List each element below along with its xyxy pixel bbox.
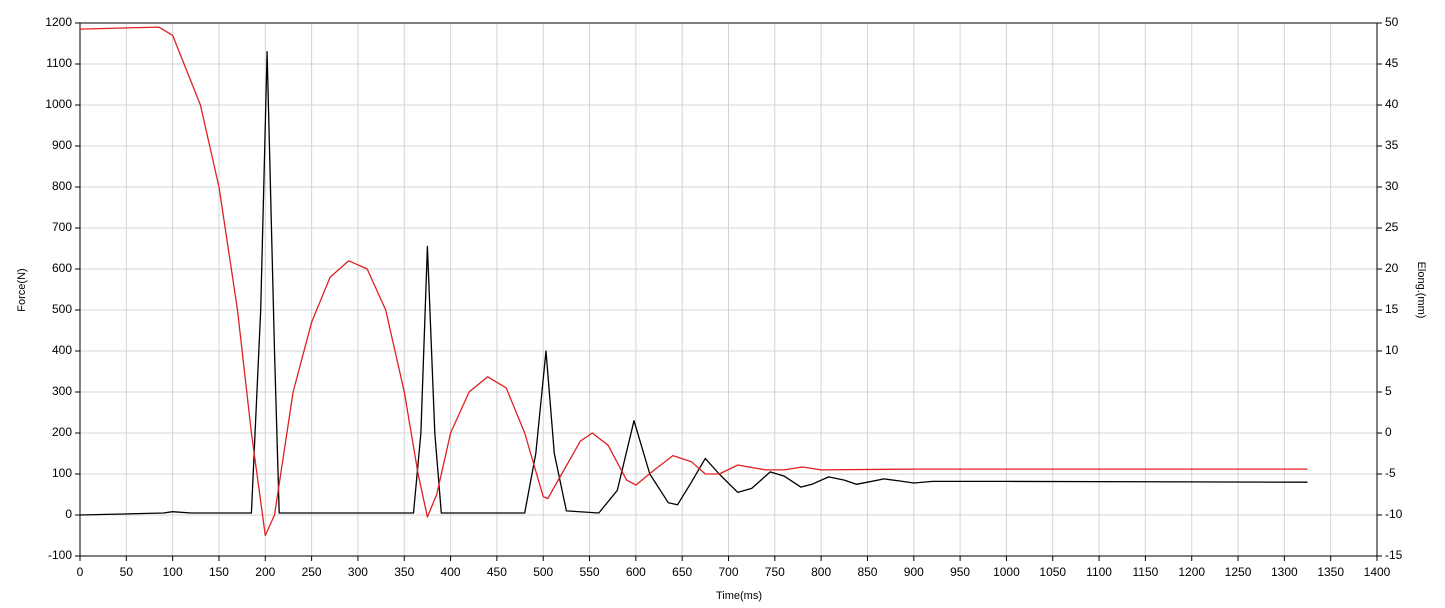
- x-tick-label: 400: [441, 565, 461, 579]
- y2-tick-label: 40: [1385, 97, 1399, 111]
- y2-tick-label: -15: [1385, 548, 1403, 562]
- data-line: [79, 51, 1308, 516]
- x-tick-label: 1150: [1132, 565, 1158, 579]
- x-tick-label: 850: [857, 565, 877, 579]
- x-tick-label: 450: [487, 565, 507, 579]
- plot-frame: [79, 22, 1378, 557]
- y-tick-label: 500: [52, 302, 72, 316]
- x-tick-label: 500: [533, 565, 553, 579]
- x-tick-label: 1250: [1225, 565, 1252, 579]
- y-tick-label: -100: [48, 548, 72, 562]
- y2-axis-label: Elong.(mm): [1415, 262, 1427, 319]
- y-tick-label: 800: [52, 179, 72, 193]
- x-tick-label: 1050: [1039, 565, 1066, 579]
- x-tick-label: 900: [904, 565, 924, 579]
- y-tick-label: 900: [52, 138, 72, 152]
- y-tick-label: 400: [52, 343, 72, 357]
- y2-tick-label: 45: [1385, 56, 1399, 70]
- x-tick-label: 50: [120, 565, 134, 579]
- y-tick-label: 700: [52, 220, 72, 234]
- y-tick-label: 0: [65, 507, 72, 521]
- x-tick-label: 1350: [1317, 565, 1344, 579]
- x-tick-label: 750: [765, 565, 785, 579]
- y2-tick-label: 25: [1385, 220, 1399, 234]
- y-axis-label: Force(N): [16, 268, 28, 311]
- data-line: [79, 26, 1308, 537]
- y2-tick-label: 10: [1385, 343, 1399, 357]
- y2-tick-label: -5: [1385, 466, 1396, 480]
- y2-tick-label: 5: [1385, 384, 1392, 398]
- y2-tick-label: 35: [1385, 138, 1399, 152]
- y-tick-label: 300: [52, 384, 72, 398]
- x-axis-label: Time(ms): [716, 590, 762, 602]
- y2-tick-label: 15: [1385, 302, 1399, 316]
- x-tick-label: 650: [672, 565, 692, 579]
- x-tick-label: 200: [255, 565, 275, 579]
- y2-tick-label: 50: [1385, 15, 1399, 29]
- x-tick-label: 600: [626, 565, 646, 579]
- y-tick-label: 600: [52, 261, 72, 275]
- x-tick-label: 1300: [1271, 565, 1298, 579]
- y-tick-label: 1000: [45, 97, 72, 111]
- x-tick-label: 550: [580, 565, 600, 579]
- y2-tick-label: 20: [1385, 261, 1399, 275]
- y-tick-label: 200: [52, 425, 72, 439]
- y-tick-label: 1100: [46, 56, 72, 70]
- y-tick-label: 100: [52, 466, 72, 480]
- y-tick-label: 1200: [45, 15, 72, 29]
- x-tick-label: 350: [394, 565, 414, 579]
- x-tick-label: 800: [811, 565, 831, 579]
- x-tick-label: 1200: [1178, 565, 1205, 579]
- x-tick-label: 1100: [1086, 565, 1112, 579]
- x-tick-label: 100: [163, 565, 183, 579]
- x-tick-label: 300: [348, 565, 368, 579]
- x-tick-label: 1000: [993, 565, 1020, 579]
- x-tick-label: 1400: [1364, 565, 1391, 579]
- x-tick-label: 700: [718, 565, 738, 579]
- x-tick-label: 250: [302, 565, 322, 579]
- y2-tick-label: 0: [1385, 425, 1392, 439]
- x-tick-label: 150: [209, 565, 229, 579]
- x-tick-label: 0: [77, 565, 84, 579]
- y2-tick-label: 30: [1385, 179, 1399, 193]
- y2-tick-label: -10: [1385, 507, 1403, 521]
- x-tick-label: 950: [950, 565, 970, 579]
